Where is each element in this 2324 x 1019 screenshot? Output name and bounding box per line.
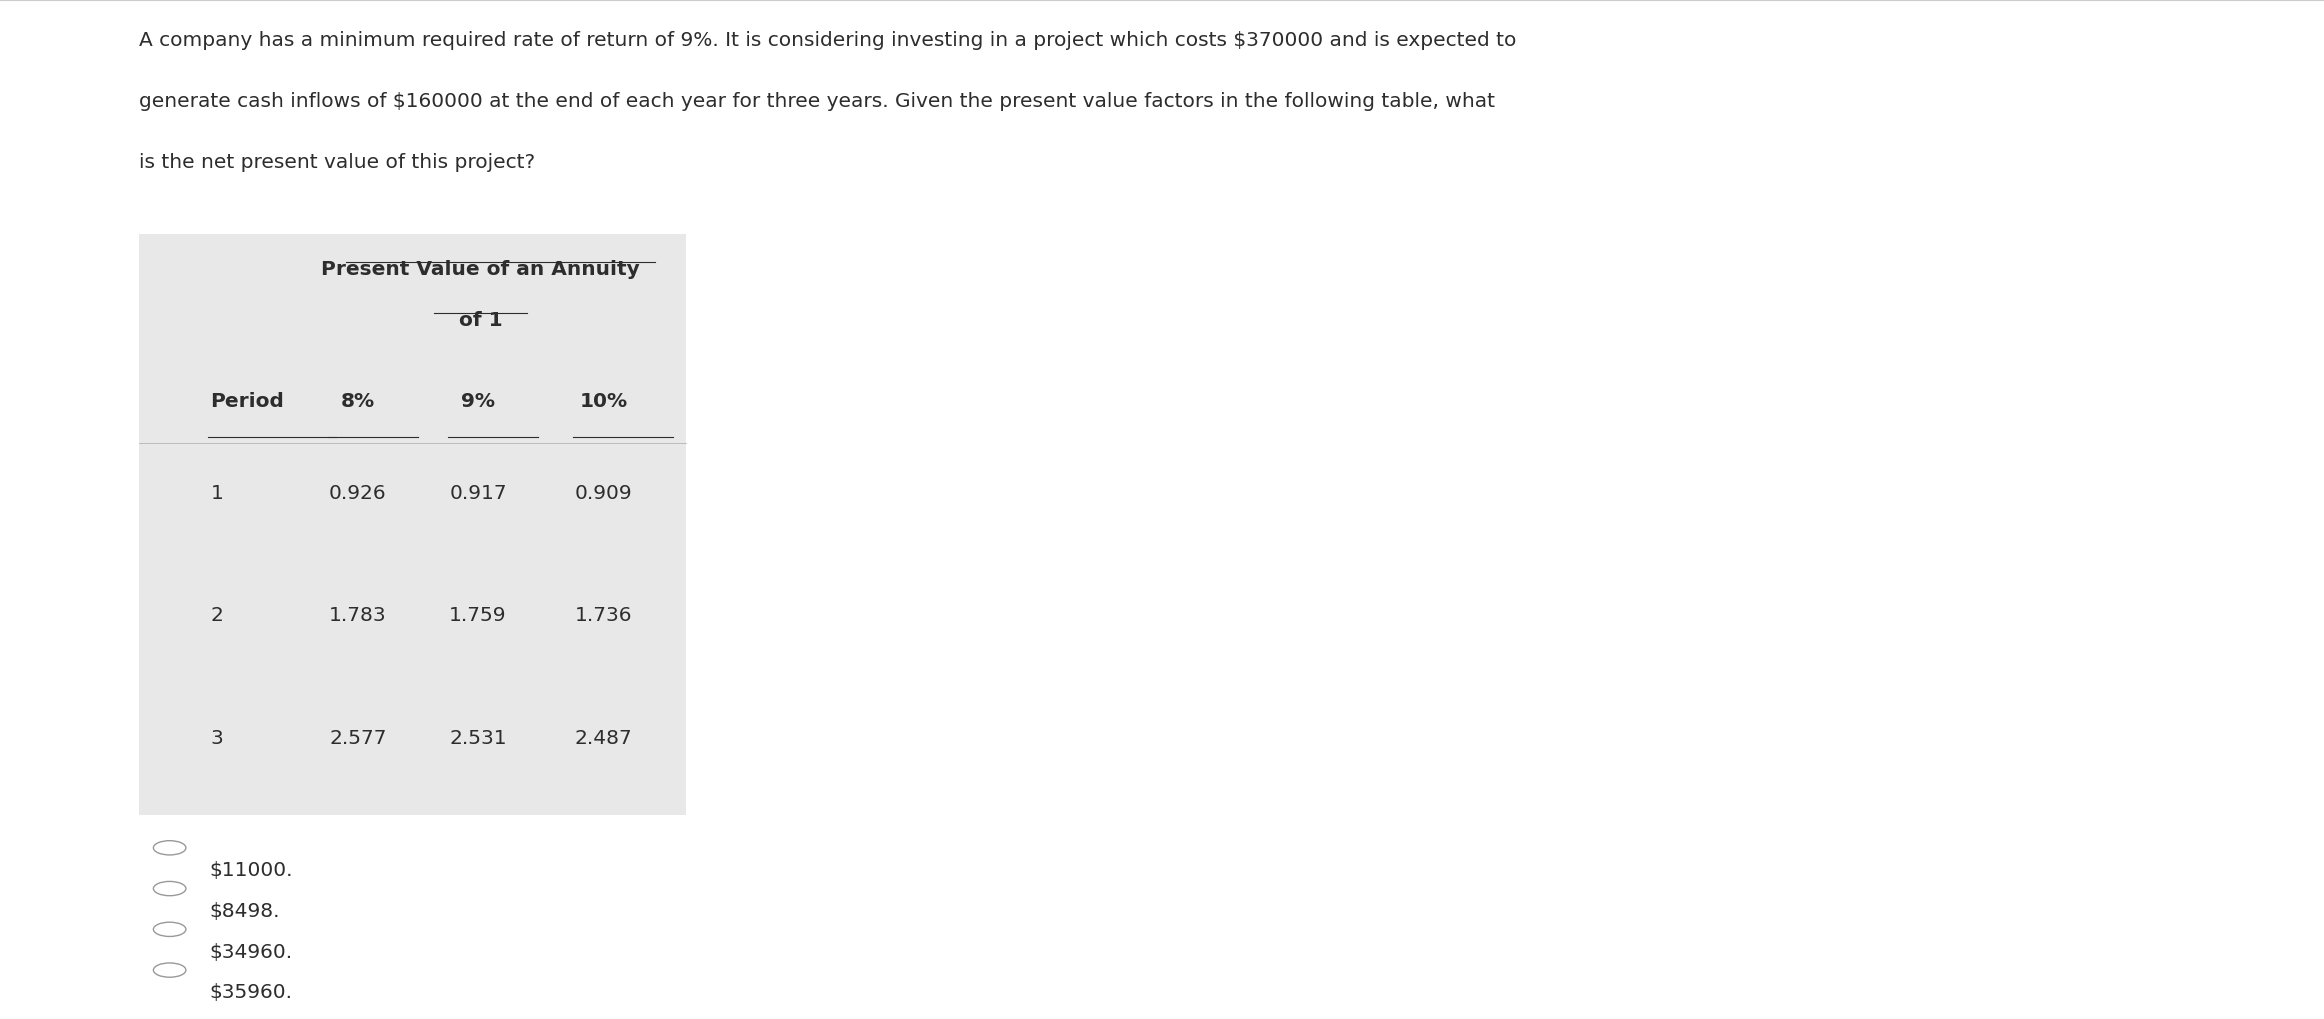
Text: 2.487: 2.487	[574, 729, 632, 748]
Text: 0.926: 0.926	[330, 484, 386, 503]
Text: 1.736: 1.736	[574, 606, 632, 626]
Text: Period: Period	[211, 392, 284, 412]
Text: Present Value of an Annuity: Present Value of an Annuity	[321, 260, 639, 279]
Text: of 1: of 1	[458, 311, 502, 330]
Text: is the net present value of this project?: is the net present value of this project…	[139, 153, 535, 172]
Text: 2.577: 2.577	[330, 729, 386, 748]
Text: 0.917: 0.917	[449, 484, 507, 503]
Text: 1.759: 1.759	[449, 606, 507, 626]
Text: 9%: 9%	[460, 392, 495, 412]
Text: 1: 1	[211, 484, 223, 503]
Text: generate cash inflows of $160000 at the end of each year for three years. Given : generate cash inflows of $160000 at the …	[139, 92, 1494, 111]
Text: 10%: 10%	[579, 392, 627, 412]
Text: A company has a minimum required rate of return of 9%. It is considering investi: A company has a minimum required rate of…	[139, 31, 1518, 50]
Text: $34960.: $34960.	[209, 943, 293, 962]
Text: 2.531: 2.531	[449, 729, 507, 748]
Text: 2: 2	[211, 606, 223, 626]
Text: 3: 3	[211, 729, 223, 748]
FancyBboxPatch shape	[139, 234, 686, 815]
Text: $11000.: $11000.	[209, 861, 293, 880]
Text: $8498.: $8498.	[209, 902, 279, 921]
Text: 8%: 8%	[342, 392, 374, 412]
Text: 1.783: 1.783	[330, 606, 386, 626]
Text: $35960.: $35960.	[209, 983, 293, 1003]
Text: 0.909: 0.909	[574, 484, 632, 503]
